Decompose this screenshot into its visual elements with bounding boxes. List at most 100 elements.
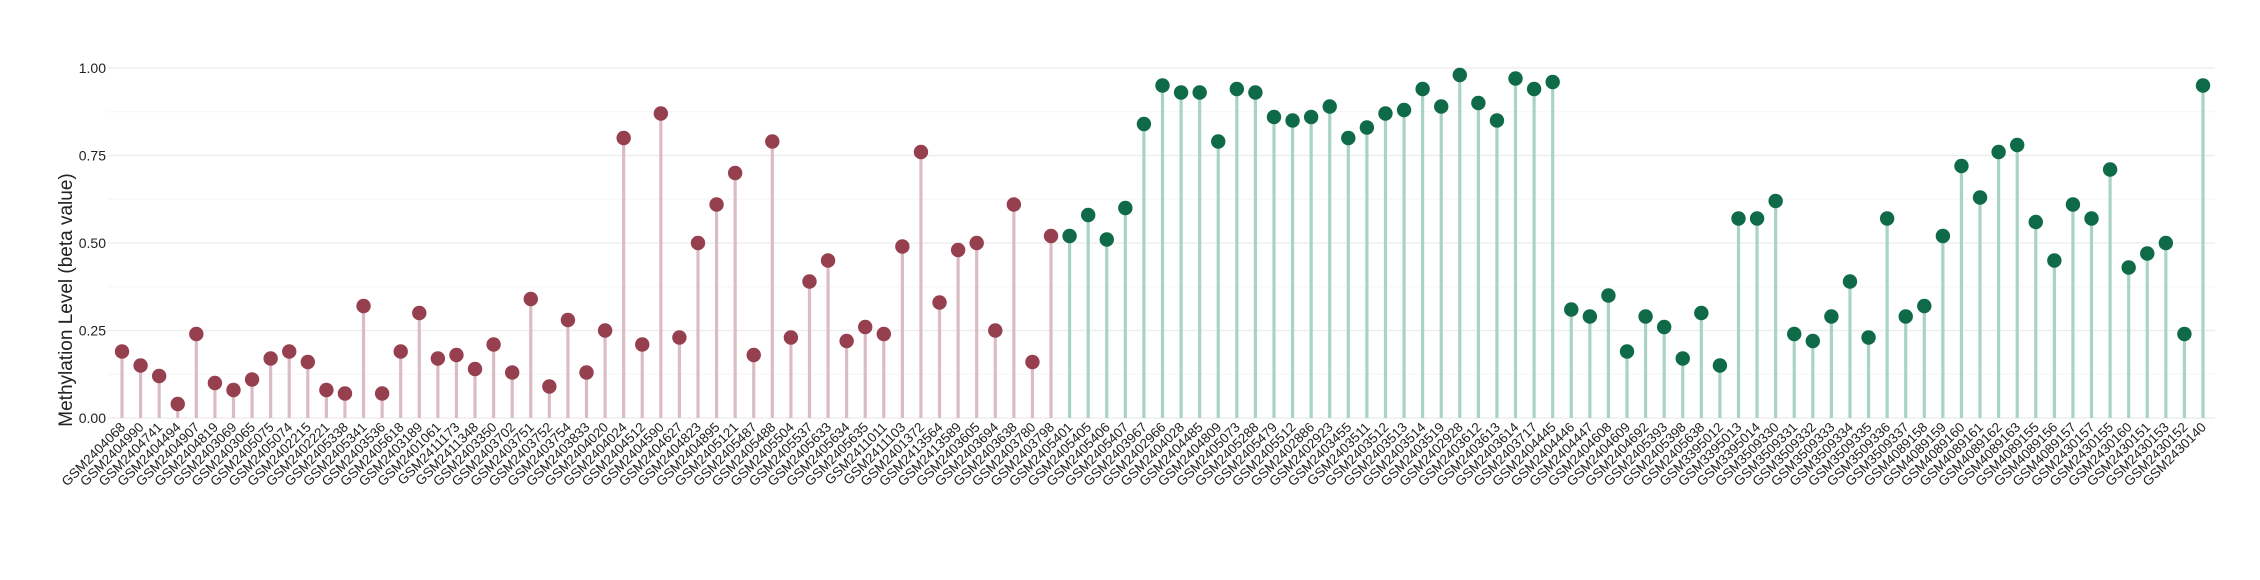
lollipop-dot	[1787, 326, 1802, 342]
lollipop-dot	[1099, 232, 1114, 247]
lollipop-dot	[1211, 134, 1226, 149]
lollipop-dot	[2047, 253, 2062, 268]
lollipop-dot	[1415, 81, 1430, 97]
lollipop-dot	[1805, 333, 1821, 349]
lollipop-dot	[430, 351, 446, 366]
lollipop-dot	[1489, 113, 1505, 128]
lollipop-dot	[1043, 228, 1059, 244]
lollipop-dot	[635, 337, 650, 352]
lollipop-dot	[1768, 193, 1783, 209]
lollipop-dot	[709, 197, 724, 212]
x-axis-labels: GSM2404068GSM2404990GSM2404741GSM2404494…	[59, 419, 2210, 489]
lollipop-dot	[1155, 78, 1170, 93]
lollipop-dot	[1378, 106, 1393, 121]
lollipop-dot	[858, 319, 873, 335]
lollipop-dot	[337, 386, 353, 401]
lollipop-dot	[2084, 211, 2099, 226]
lollipop-dot	[2121, 260, 2136, 275]
lollipop-dot	[2102, 162, 2118, 177]
lollipop-dot	[523, 291, 538, 307]
lollipop-dot	[1136, 116, 1152, 132]
lollipop-dot	[1471, 95, 1486, 111]
lollipop-dot	[653, 106, 669, 121]
lollipop-dot	[1749, 211, 1765, 226]
lollipop-dot	[1582, 309, 1598, 324]
lollipop-dot	[839, 333, 854, 349]
lollipop-dot	[282, 344, 297, 359]
lollipop-dot	[486, 337, 501, 352]
y-tick-label: 1.00	[79, 60, 106, 76]
lollipop-dot	[2158, 235, 2174, 251]
lollipop-dot	[1842, 274, 1858, 289]
lollipop-dot	[1972, 190, 1988, 205]
lollipop-dot	[1118, 200, 1133, 216]
lollipop-dot	[1248, 85, 1263, 100]
lollipop-dot	[207, 375, 223, 391]
lollipop-dot	[783, 330, 799, 345]
lollipop-dot	[1991, 144, 2006, 160]
lollipop-dot	[1229, 81, 1245, 97]
lollipop-dot	[1601, 288, 1616, 303]
lollipop-dot	[1879, 211, 1895, 226]
y-axis-ticks: 0.00 0.25 0.50 0.75 1.00	[79, 60, 106, 426]
lollipop-dot	[2195, 78, 2211, 93]
lollipop-dot	[1619, 344, 1635, 359]
lollipop-dot	[374, 386, 390, 401]
lollipop-dot	[1526, 81, 1542, 97]
lollipop-dot	[1935, 228, 1951, 244]
lollipop-dot	[1080, 207, 1096, 223]
lollipop-dot	[393, 344, 408, 359]
lollipop-dot	[1694, 305, 1709, 321]
lollipop-dot	[2009, 137, 2025, 153]
lollipop-dot	[1434, 99, 1449, 114]
lollipop-dot	[1025, 354, 1040, 370]
y-axis-title: Methylation Level (beta value)	[56, 173, 77, 426]
lollipop-dot	[895, 239, 910, 254]
lollipop-dot	[746, 347, 761, 363]
lollipop-dot	[263, 351, 278, 366]
lollipop-dot	[969, 235, 984, 251]
lollipop-dot	[300, 354, 316, 370]
lollipop-dot	[189, 326, 204, 342]
lollipop-dot	[226, 382, 241, 398]
lollipop-dot	[597, 323, 613, 338]
lollipop-dot	[1675, 351, 1690, 366]
lollipop-dot	[2065, 197, 2081, 212]
lollipop-dot	[449, 347, 464, 363]
lollipop-dot	[467, 361, 483, 377]
y-tick-label: 0.75	[79, 148, 106, 164]
lollipop-dot	[1452, 67, 1467, 83]
lollipop-dot	[913, 144, 929, 160]
lollipop-dot	[1359, 120, 1375, 135]
lollipop-dot	[1173, 85, 1189, 100]
lollipop-dot	[356, 298, 371, 314]
lollipop-dot	[672, 330, 687, 345]
lollipop-dot	[2177, 326, 2192, 342]
lollipop-dot	[616, 130, 631, 146]
dots	[114, 67, 2211, 412]
lollipop-dot	[114, 344, 130, 359]
lollipop-dot	[1545, 74, 1560, 90]
lollipop-dot	[1731, 211, 1746, 226]
lollipop-dot	[1564, 302, 1579, 317]
lollipop-dot	[504, 365, 520, 380]
lollipop-dot	[876, 326, 891, 342]
lollipop-dot	[1824, 309, 1839, 324]
lollipop-dot	[133, 358, 148, 373]
lollipop-dot	[950, 242, 966, 258]
lollipop-dot	[802, 274, 817, 289]
lollipop-dot	[1638, 309, 1653, 324]
lollipop-dot	[727, 165, 743, 181]
lollipop-dot	[690, 235, 706, 251]
lollipop-dot	[1266, 109, 1282, 125]
lollipop-dot	[412, 305, 427, 321]
lollipop-dot	[319, 382, 334, 398]
y-tick-label: 0.50	[79, 235, 106, 251]
lollipop-dot	[2028, 214, 2043, 230]
lollipop-dot	[1917, 298, 1932, 314]
lollipop-dot	[1861, 330, 1876, 345]
lollipop-dot	[1396, 102, 1412, 118]
lollipop-dot	[579, 365, 594, 380]
lollipop-dot	[765, 134, 780, 149]
